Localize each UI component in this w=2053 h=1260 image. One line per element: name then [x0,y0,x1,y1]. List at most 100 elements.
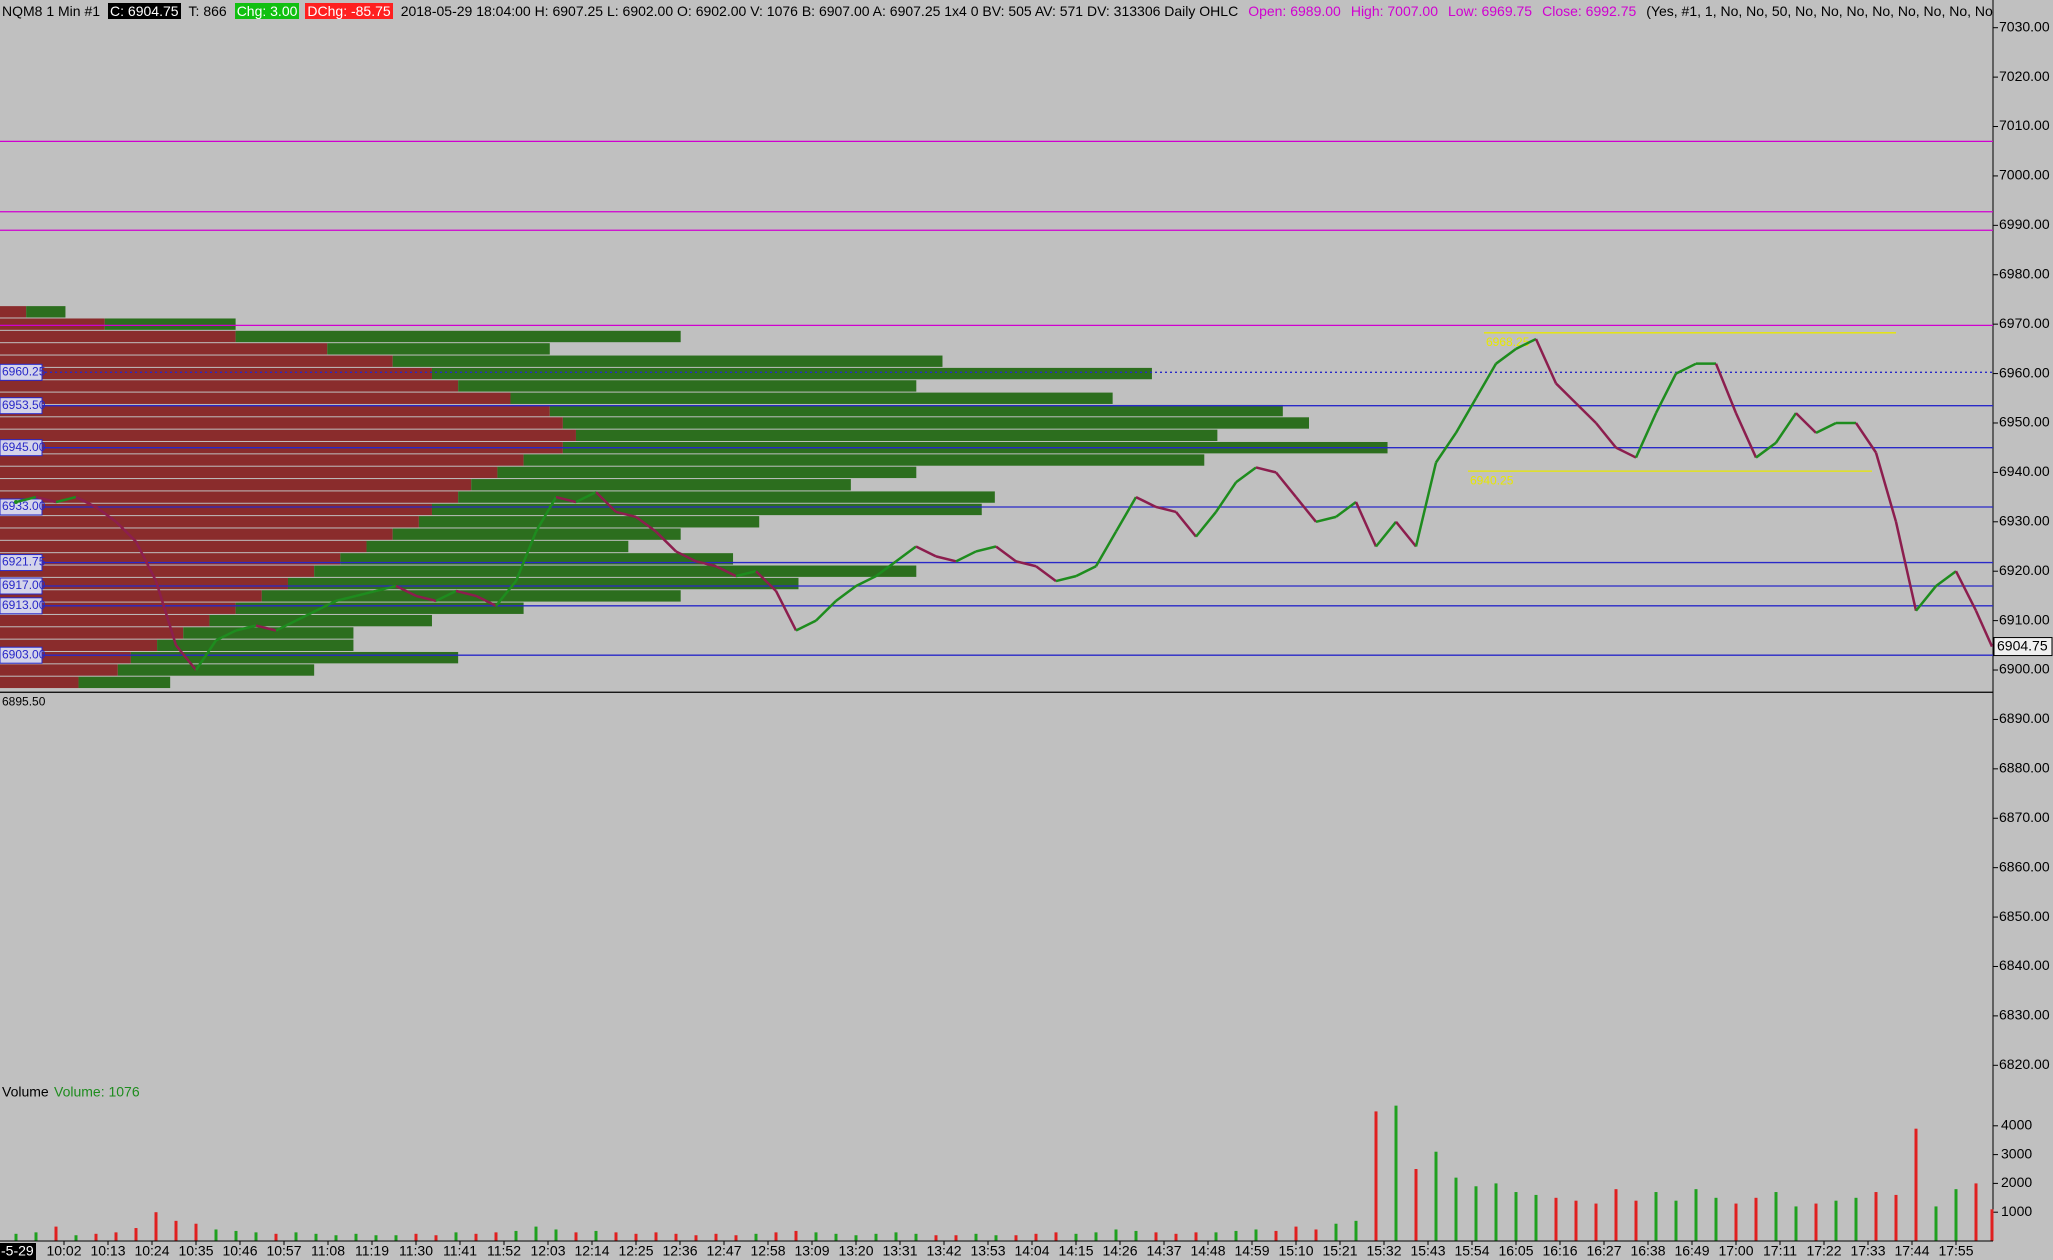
y-tick-label: 6920.00 [1999,562,2050,578]
profile-bar [235,330,681,343]
level-label-box [0,554,43,572]
y-tick-label: 3000 [2001,1145,2032,1161]
price-segment [455,589,477,598]
price-segment [75,495,97,509]
volume-bar [354,1233,358,1241]
y-tick-label: 6970.00 [1999,315,2050,331]
volume-bar [1274,1230,1278,1241]
volume-bar [314,1233,318,1241]
profile-bar [0,577,288,590]
price-segment [1675,362,1697,375]
volume-bar [374,1235,378,1241]
price-segment [1155,505,1177,514]
volume-bar [34,1232,38,1241]
profile-bar [0,651,131,664]
price-segment [795,619,817,632]
level-label: 6921.75 [2,555,46,569]
price-segment [435,589,457,602]
volume-bar [494,1232,498,1241]
profile-bar [78,676,171,689]
price-segment [1195,511,1217,538]
y-tick-label: 6960.00 [1999,364,2050,380]
level-label: 6933.00 [2,499,46,513]
price-segment [1094,531,1118,567]
x-tick-label: 17:55 [1938,1243,1973,1259]
profile-bar [104,318,236,330]
x-tick-label: 12:03 [530,1243,565,1259]
volume-bar [1114,1229,1118,1241]
profile-bar [0,528,393,540]
level-label-box [0,397,43,415]
profile-bar [431,503,982,516]
volume-bar [1694,1189,1698,1241]
price-segment [1255,466,1277,474]
volume-bar [154,1212,158,1241]
price-segment [835,585,857,602]
price-segment [335,594,357,603]
volume-bar [1194,1232,1198,1241]
profile-bar [0,466,498,479]
volume-bar [994,1235,998,1241]
profile-bar [471,479,851,491]
price-segment [955,550,977,563]
x-tick-label: 10:57 [266,1243,301,1259]
profile-bar [0,491,459,503]
volume-bar [1314,1229,1318,1241]
volume-bar [1354,1220,1358,1241]
date-label-box [0,1243,36,1260]
price-segment [1354,501,1378,548]
profile-bar [0,639,158,651]
profile-bar [0,676,79,689]
y-tick-label: 6820.00 [1999,1056,2050,1072]
volume-bar [1534,1194,1538,1241]
x-tick-label: 16:49 [1674,1243,1709,1259]
volume-bar [894,1232,898,1241]
x-tick-label: 14:04 [1014,1243,1049,1259]
x-tick-label: 15:32 [1366,1243,1401,1259]
profile-bar [0,429,576,442]
level-label: 6968.25 [1486,335,1530,349]
price-segment [1734,412,1758,459]
price-segment [1275,471,1297,498]
price-segment [415,594,437,603]
profile-bar [575,429,1218,442]
volume-bar [854,1235,858,1241]
volume-bar [1254,1229,1258,1241]
profile-bar [0,454,524,466]
x-tick-label: 12:36 [662,1243,697,1259]
price-segment [1414,462,1438,547]
volume-bar [1054,1232,1058,1241]
price-segment [355,589,377,598]
price-segment [935,555,957,563]
x-tick-label: 14:37 [1146,1243,1181,1259]
volume-bar [1814,1203,1818,1241]
volume-bar [574,1232,578,1241]
price-segment [675,550,697,563]
profile-bar [0,367,432,380]
profile-bar [562,417,1309,429]
price-segment [514,531,538,582]
profile-bar [0,590,262,602]
volume-bar [1834,1200,1838,1241]
volume-bar [1174,1233,1178,1241]
x-tick-label: 15:43 [1410,1243,1445,1259]
price-segment [15,495,37,504]
profile-bar [0,306,27,318]
profile-bar [392,355,943,367]
volume-bar [714,1233,718,1241]
volume-bar [1494,1183,1498,1241]
date-label: -5-29 [1,1243,34,1259]
profile-bar [26,306,66,318]
price-segment [95,505,117,523]
level-label-box [0,498,43,516]
x-tick-label: 12:25 [618,1243,653,1259]
profile-bar [0,614,210,627]
volume-bar [934,1235,938,1241]
price-segment [915,545,937,558]
volume-bar [694,1235,698,1241]
profile-bar [431,367,1152,380]
price-segment [1575,402,1597,424]
volume-bar [1894,1194,1898,1241]
volume-bar [1154,1232,1158,1241]
